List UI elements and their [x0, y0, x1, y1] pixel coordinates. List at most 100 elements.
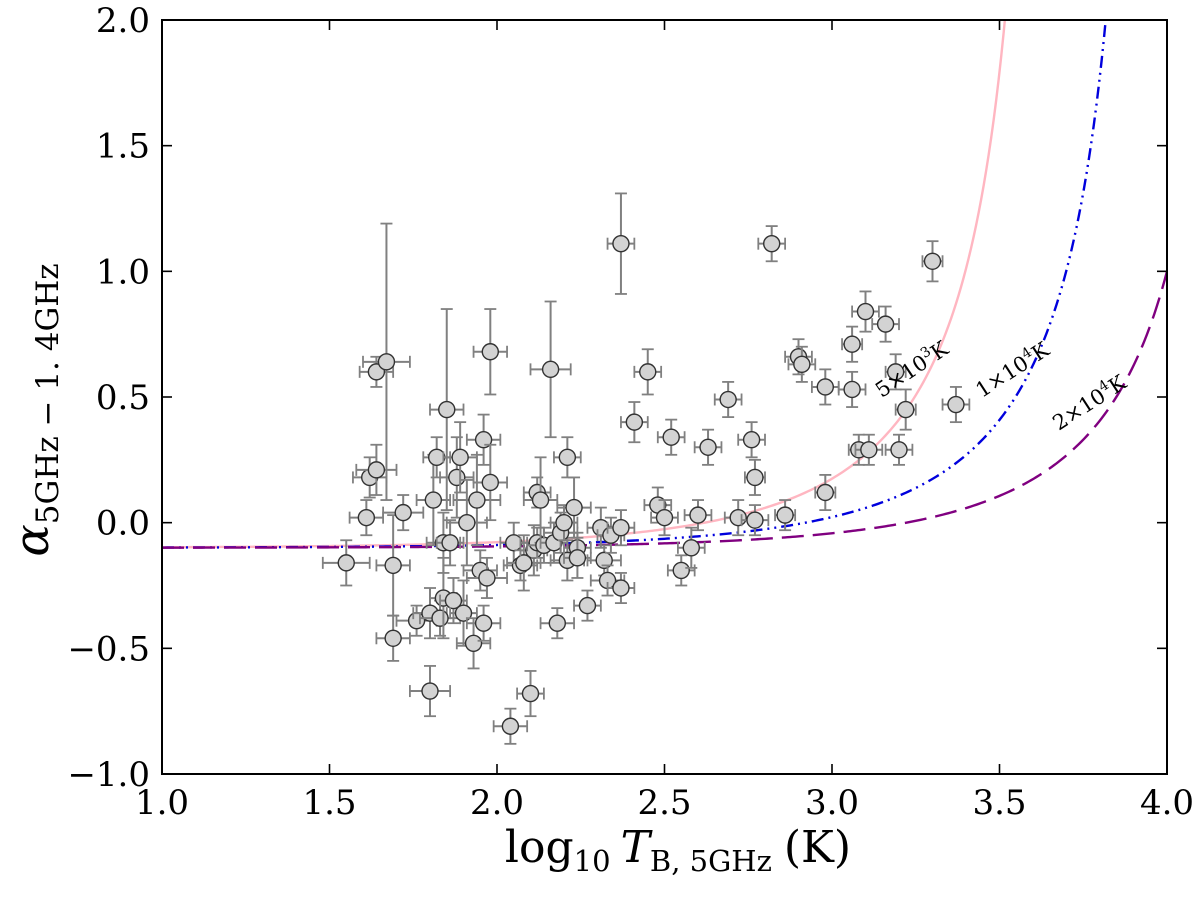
x-axis-label-sub2: B, 5GHz	[650, 844, 772, 878]
plot-frame	[161, 19, 1168, 775]
data-point-33	[492, 707, 529, 745]
data-point-marker	[521, 684, 540, 703]
data-point-marker	[558, 448, 577, 467]
data-point-76	[774, 499, 797, 532]
curve-3	[162, 271, 1167, 549]
data-point-28	[465, 413, 502, 466]
data-point-marker	[947, 395, 965, 414]
data-point-85	[854, 433, 884, 466]
data-point-88	[884, 433, 914, 466]
data-point-marker	[505, 534, 523, 552]
data-point-19	[435, 519, 465, 567]
data-point-41	[522, 456, 559, 544]
x-tick-label: 4.0	[1140, 783, 1194, 823]
data-point-50	[556, 476, 592, 539]
data-point-marker	[568, 549, 587, 567]
data-point-62	[633, 348, 663, 396]
data-point-marker	[548, 614, 566, 632]
data-point-37	[516, 670, 545, 718]
x-tick-label: 1.5	[302, 783, 356, 823]
data-point-marker	[689, 506, 707, 524]
data-point-marker	[454, 604, 473, 622]
data-point-marker	[843, 380, 861, 399]
data-point-marker	[541, 360, 560, 379]
x-axis-label-sub1: 10	[574, 844, 611, 878]
data-point-73	[744, 458, 766, 496]
data-point-21	[439, 436, 475, 519]
data-point-marker	[816, 378, 834, 396]
curve-1	[162, 20, 1007, 549]
data-point-9	[382, 494, 425, 532]
data-point-89	[894, 388, 917, 431]
data-points	[321, 192, 971, 745]
data-point-marker	[699, 438, 717, 456]
data-point-78	[787, 345, 817, 383]
data-point-marker	[478, 569, 496, 587]
data-point-marker	[578, 596, 597, 615]
data-point-59	[606, 509, 636, 547]
data-point-marker	[625, 413, 644, 431]
data-point-70	[713, 381, 743, 419]
data-point-marker	[441, 534, 459, 552]
y-tick-label: −1.0	[67, 755, 150, 795]
axis-ticks: 1.0 1.5 2.0 2.5 3.0 3.5 4.0 −1.0 −0.5 0.0 0.5 1.0 1.…	[67, 1, 1194, 823]
data-point-marker	[384, 629, 402, 647]
data-point-91	[941, 386, 971, 424]
y-axis-label: α5GHz − 1. 4GHz	[4, 263, 66, 556]
data-point-55	[586, 544, 622, 577]
data-point-marker	[729, 508, 747, 527]
x-tick-label: 3.0	[805, 783, 859, 823]
data-point-26	[452, 453, 502, 547]
y-tick-label: 0.0	[96, 504, 150, 544]
data-point-marker	[612, 518, 630, 537]
x-tick-label: 3.5	[972, 783, 1026, 823]
data-point-66	[666, 554, 696, 587]
data-point-86	[871, 305, 900, 343]
data-point-marker	[431, 609, 449, 627]
data-point-marker	[448, 468, 466, 487]
data-point-marker	[793, 355, 811, 374]
data-point-marker	[816, 483, 834, 502]
data-point-marker	[719, 390, 737, 409]
data-point-marker	[384, 556, 402, 575]
data-point-marker	[843, 335, 861, 353]
data-point-4	[355, 443, 398, 496]
data-point-13	[415, 453, 452, 547]
data-point-marker	[682, 539, 700, 557]
data-point-65	[656, 418, 686, 456]
data-point-marker	[890, 441, 908, 459]
curve-2	[162, 20, 1107, 549]
data-point-marker	[595, 551, 613, 570]
x-tick-label: 1.0	[135, 783, 189, 823]
data-point-marker	[746, 511, 764, 529]
y-tick-label: 1.0	[96, 252, 150, 292]
data-point-24	[445, 479, 488, 567]
x-tick-label: 2.0	[470, 783, 524, 823]
data-point-1	[321, 539, 371, 587]
y-axis-label-var: α	[4, 524, 60, 556]
data-point-marker	[612, 579, 630, 597]
data-point-12	[408, 665, 452, 718]
data-point-marker	[474, 431, 493, 449]
curve-label-unit: K	[926, 336, 953, 365]
x-axis-label-suffix: (K)	[784, 822, 851, 873]
data-point-72	[737, 421, 766, 459]
data-point-marker	[481, 473, 499, 492]
data-point-marker	[481, 343, 499, 361]
data-point-32	[472, 308, 508, 396]
data-point-36	[506, 534, 542, 592]
data-point-7	[375, 514, 411, 617]
data-point-marker	[424, 491, 443, 509]
data-point-marker	[897, 400, 915, 419]
data-point-52	[563, 536, 592, 579]
data-point-marker	[367, 461, 386, 479]
data-point-8	[375, 614, 411, 662]
data-point-marker	[860, 441, 878, 459]
data-point-marker	[746, 468, 764, 487]
data-point-marker	[639, 363, 657, 381]
data-point-74	[740, 504, 770, 537]
data-point-69	[693, 428, 723, 466]
data-point-marker	[464, 634, 483, 653]
curve-label-unit: K	[1027, 337, 1053, 366]
data-point-45	[539, 607, 575, 640]
